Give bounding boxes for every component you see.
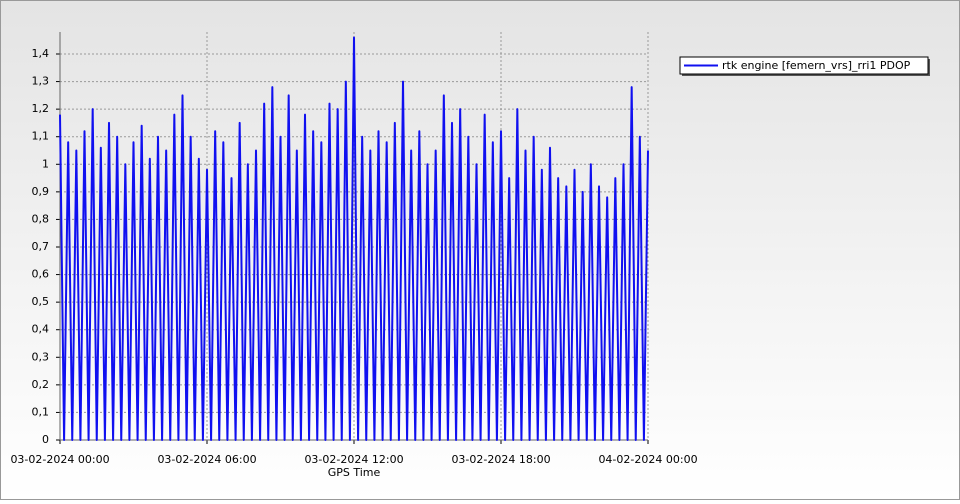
y-tick-label: 0,5 (32, 295, 50, 308)
y-tick-label: 0,6 (32, 268, 50, 281)
y-tick-label: 1,3 (32, 75, 50, 88)
y-tick-label: 1,1 (32, 130, 50, 143)
y-tick-label: 0,9 (32, 185, 50, 198)
legend: rtk engine [femern_vrs]_rri1 PDOP (679, 56, 930, 76)
y-tick-label: 0,4 (32, 323, 50, 336)
y-tick-label: 0 (42, 433, 49, 446)
data-line (59, 36, 649, 441)
y-tick-label: 1 (42, 157, 49, 170)
y-tick-label: 0,8 (32, 212, 50, 225)
y-tick-label: 1,2 (32, 102, 50, 115)
x-tick-label: 03-02-2024 12:00 (304, 453, 403, 466)
y-tick-label: 0,2 (32, 378, 50, 391)
y-tick-label: 0,1 (32, 405, 50, 418)
y-tick-label: 1,4 (32, 47, 50, 60)
x-tick-label: 03-02-2024 00:00 (10, 453, 109, 466)
legend-label: rtk engine [femern_vrs]_rri1 PDOP (722, 59, 911, 72)
x-tick-label: 03-02-2024 06:00 (157, 453, 256, 466)
y-tick-label: 0,7 (32, 240, 50, 253)
x-tick-label: 03-02-2024 18:00 (451, 453, 550, 466)
x-tick-label: 04-02-2024 00:00 (598, 453, 697, 466)
y-tick-label: 0,3 (32, 350, 50, 363)
x-axis-title: GPS Time (328, 466, 381, 479)
legend-box (679, 56, 929, 75)
